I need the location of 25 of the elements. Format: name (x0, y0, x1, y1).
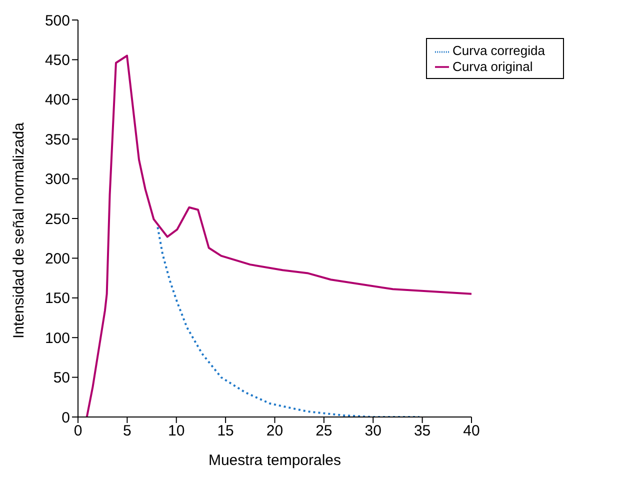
y-tick-label: 300 (44, 171, 70, 188)
y-tick-label: 0 (62, 409, 70, 426)
x-tick-label: 30 (364, 422, 382, 440)
y-tick-label: 250 (44, 210, 70, 228)
x-tick-label: 35 (414, 422, 431, 440)
x-tick-label: 0 (74, 422, 82, 440)
y-axis-title: Intensidad de señal normalizada (10, 122, 28, 338)
x-tick-label: 10 (168, 422, 185, 440)
legend-label: Curva corregida (452, 43, 545, 58)
legend-label: Curva original (452, 58, 533, 74)
x-tick-label: 5 (123, 422, 132, 440)
y-tick-label: 450 (44, 52, 70, 70)
x-tick-label: 25 (316, 422, 332, 440)
y-tick-label: 500 (44, 12, 70, 30)
y-tick-label: 100 (44, 330, 70, 347)
y-tick-label: 350 (44, 131, 70, 148)
line-series (156, 226, 420, 417)
y-tick-label: 400 (44, 92, 70, 109)
y-tick-label: 150 (44, 290, 70, 308)
x-tick-label: 20 (266, 422, 284, 440)
x-tick-label: 15 (217, 422, 234, 440)
x-tick-label: 40 (463, 422, 480, 440)
x-axis-title: Muestra temporales (208, 452, 342, 469)
y-tick-label: 200 (44, 250, 70, 268)
y-tick-label: 50 (53, 370, 70, 387)
